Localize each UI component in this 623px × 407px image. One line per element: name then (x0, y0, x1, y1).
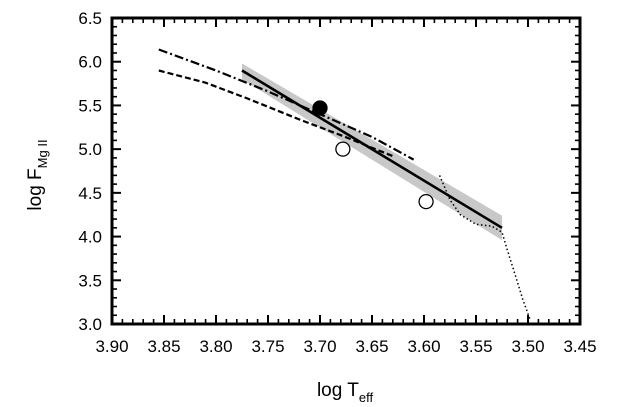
x-tick-label: 3.45 (563, 337, 596, 356)
series-line-solid-fit (241, 69, 503, 229)
data-point-filled (312, 100, 328, 116)
y-tick-label: 3.5 (78, 271, 102, 290)
x-axis-label: log Teff (317, 380, 374, 405)
series-line-dotted (438, 175, 531, 320)
x-tick-label: 3.85 (147, 337, 180, 356)
x-tick-label: 3.70 (303, 337, 336, 356)
x-tick-label: 3.65 (355, 337, 388, 356)
plot-frame (110, 16, 582, 326)
y-axis-label: log FMg II (25, 139, 50, 210)
confidence-band (242, 63, 502, 241)
x-tick-label: 3.90 (95, 337, 128, 356)
series-line-dash-dot (158, 48, 415, 161)
x-tick-label: 3.75 (251, 337, 284, 356)
series-layer (158, 48, 531, 320)
y-tick-label: 3.0 (78, 315, 102, 334)
series-line-dashed (158, 69, 394, 158)
y-tick-label: 5.5 (78, 96, 102, 115)
data-point-open (335, 141, 351, 157)
tick-labels-layer: 3.90 3.85 3.80 3.75 3.70 3.65 3.60 3.55 3.50 3.45… (78, 9, 596, 356)
points-layer (312, 100, 434, 210)
confidence-band-layer (242, 63, 502, 241)
x-tick-label: 3.60 (407, 337, 440, 356)
x-tick-label: 3.55 (459, 337, 492, 356)
x-tick-label: 3.80 (199, 337, 232, 356)
y-tick-label: 4.5 (78, 184, 102, 203)
ticks-layer (111, 17, 581, 325)
x-tick-label: 3.50 (511, 337, 544, 356)
y-tick-label: 4.0 (78, 228, 102, 247)
y-tick-label: 6.5 (78, 9, 102, 28)
data-point-open (418, 193, 434, 210)
y-tick-label: 5.0 (78, 140, 102, 159)
y-tick-label: 6.0 (78, 53, 102, 72)
